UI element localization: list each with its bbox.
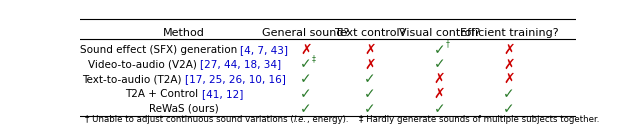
Text: , energy).: , energy). xyxy=(307,115,359,124)
Text: Efficient training?: Efficient training? xyxy=(460,28,558,38)
Text: †: † xyxy=(445,39,449,48)
Text: ✓: ✓ xyxy=(364,72,376,86)
Text: ‡ Hardly generate sounds of multiple subjects together.: ‡ Hardly generate sounds of multiple sub… xyxy=(359,115,600,124)
Text: ✓: ✓ xyxy=(434,102,445,116)
Text: ✓: ✓ xyxy=(503,87,515,101)
Text: ReWaS (ours): ReWaS (ours) xyxy=(149,104,219,114)
Text: ✗: ✗ xyxy=(434,87,445,101)
Text: [4, 7, 43]: [4, 7, 43] xyxy=(241,45,289,55)
Text: † Unable to adjust continuous sound variations (: † Unable to adjust continuous sound vari… xyxy=(85,115,294,124)
Text: ‡: ‡ xyxy=(312,54,316,63)
Text: ✓: ✓ xyxy=(300,72,312,86)
Text: ✓: ✓ xyxy=(300,57,312,71)
Text: ✓: ✓ xyxy=(300,87,312,101)
Text: General sound?: General sound? xyxy=(262,28,349,38)
Text: Text control?: Text control? xyxy=(335,28,405,38)
Text: ✓: ✓ xyxy=(364,87,376,101)
Text: Method: Method xyxy=(163,28,205,38)
Text: Video-to-audio (V2A): Video-to-audio (V2A) xyxy=(88,59,200,69)
Text: ✗: ✗ xyxy=(503,72,515,86)
Text: ✓: ✓ xyxy=(364,102,376,116)
Text: [41, 12]: [41, 12] xyxy=(202,89,243,99)
Text: ✓: ✓ xyxy=(503,102,515,116)
Text: ✗: ✗ xyxy=(364,57,376,71)
Text: ✗: ✗ xyxy=(434,72,445,86)
Text: Sound effect (SFX) generation: Sound effect (SFX) generation xyxy=(80,45,241,55)
Text: i.e.: i.e. xyxy=(294,115,307,124)
Text: Visual control?: Visual control? xyxy=(399,28,480,38)
Text: ✗: ✗ xyxy=(300,43,312,57)
Text: T2A + Control: T2A + Control xyxy=(125,89,202,99)
Text: [17, 25, 26, 10, 16]: [17, 25, 26, 10, 16] xyxy=(185,74,286,84)
Text: ✗: ✗ xyxy=(503,57,515,71)
Text: ✓: ✓ xyxy=(300,102,312,116)
Text: [27, 44, 18, 34]: [27, 44, 18, 34] xyxy=(200,59,281,69)
Text: ✗: ✗ xyxy=(503,43,515,57)
Text: Text-to-audio (T2A): Text-to-audio (T2A) xyxy=(83,74,185,84)
Text: ✓: ✓ xyxy=(434,43,445,57)
Text: ✗: ✗ xyxy=(364,43,376,57)
Text: ✓: ✓ xyxy=(434,57,445,71)
